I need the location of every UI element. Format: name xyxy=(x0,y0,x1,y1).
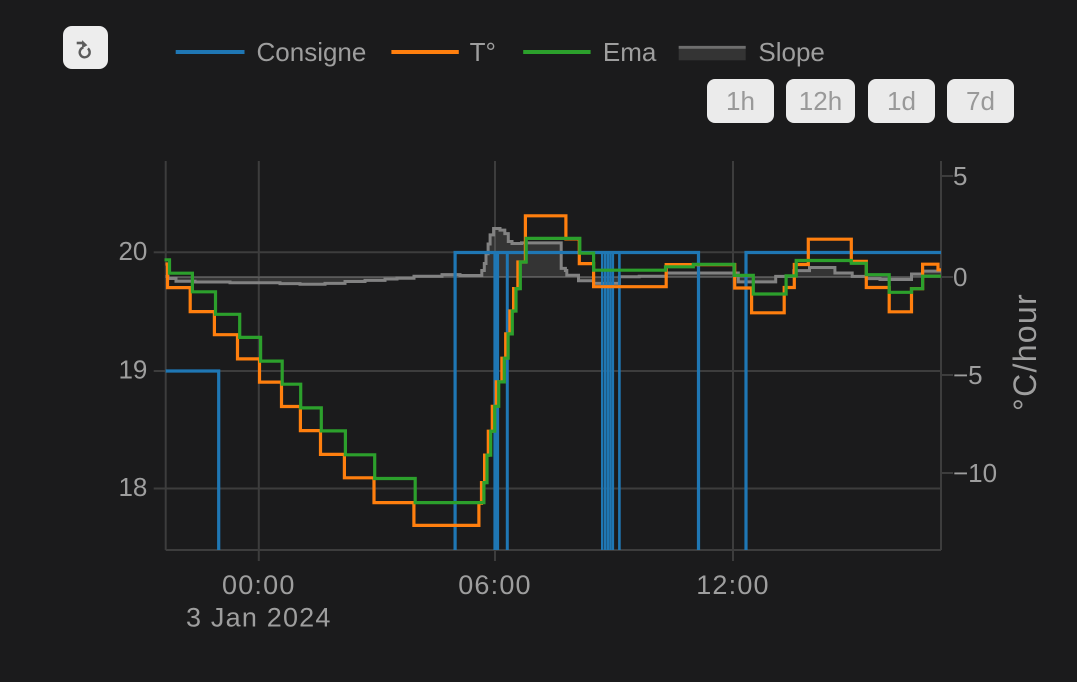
svg-text:20: 20 xyxy=(118,236,147,266)
svg-text:18: 18 xyxy=(118,472,147,502)
svg-text:Consigne: Consigne xyxy=(257,37,367,67)
svg-text:12:00: 12:00 xyxy=(696,570,770,600)
svg-text:−5: −5 xyxy=(953,360,983,390)
svg-text:19: 19 xyxy=(118,355,147,385)
svg-text:°C/hour: °C/hour xyxy=(1007,293,1043,411)
svg-text:06:00: 06:00 xyxy=(458,570,532,600)
svg-text:0: 0 xyxy=(953,262,967,292)
svg-text:−10: −10 xyxy=(953,458,997,488)
svg-text:Slope: Slope xyxy=(758,37,825,67)
svg-text:Ema: Ema xyxy=(603,37,657,67)
svg-text:T°: T° xyxy=(470,37,496,67)
svg-text:5: 5 xyxy=(953,161,967,191)
svg-text:3 Jan 2024: 3 Jan 2024 xyxy=(186,603,332,633)
svg-text:00:00: 00:00 xyxy=(222,570,296,600)
